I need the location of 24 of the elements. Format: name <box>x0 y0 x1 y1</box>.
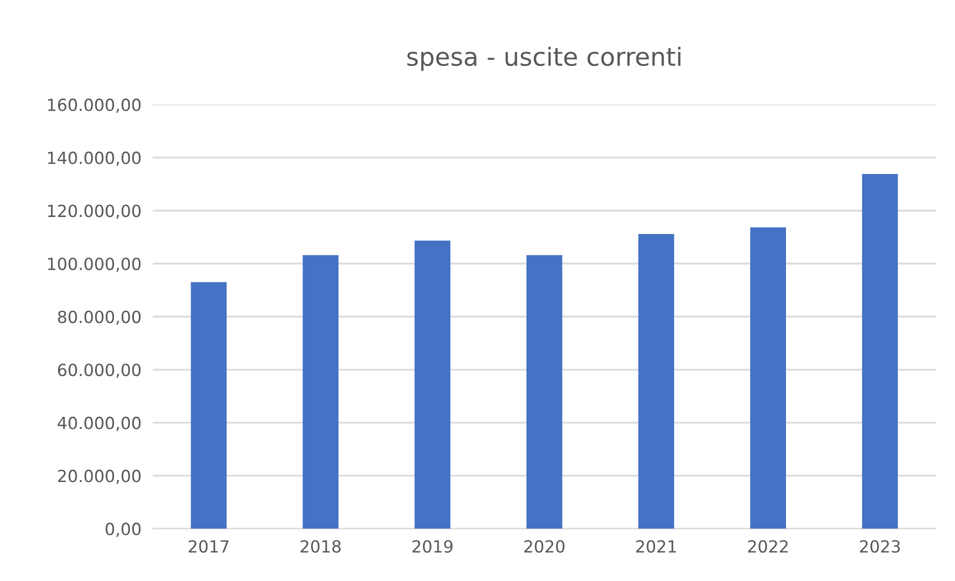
y-tick-label: 160.000,00 <box>48 98 141 113</box>
y-tick-label: 140.000,00 <box>48 152 141 166</box>
x-tick-label: 2020 <box>524 540 564 553</box>
bar <box>750 227 786 529</box>
y-tick-label: 0,00 <box>106 522 141 537</box>
y-tick-label: 80.000,00 <box>58 310 141 325</box>
bar <box>862 174 898 529</box>
bar <box>526 255 562 529</box>
x-tick-label: 2017 <box>188 540 229 553</box>
y-tick-label: 100.000,00 <box>48 258 141 272</box>
x-tick-label: 2018 <box>300 540 341 553</box>
chart-title: spesa - uscite correnti <box>407 46 680 71</box>
bar <box>190 282 227 529</box>
x-tick-label: 2022 <box>748 540 788 553</box>
bar <box>302 255 339 529</box>
x-tick-label: 2021 <box>636 540 676 553</box>
x-tick-label: 2019 <box>412 540 453 553</box>
y-tick-label: 40.000,00 <box>58 416 141 431</box>
bar <box>414 240 450 529</box>
bar <box>638 234 674 529</box>
y-tick-label: 120.000,00 <box>48 204 141 219</box>
y-tick-label: 20.000,00 <box>58 470 141 484</box>
x-tick-label: 2023 <box>860 540 900 553</box>
y-tick-label: 60.000,00 <box>58 364 141 378</box>
